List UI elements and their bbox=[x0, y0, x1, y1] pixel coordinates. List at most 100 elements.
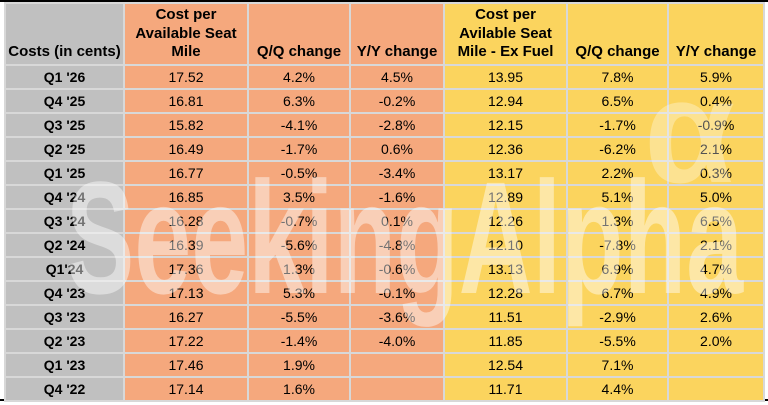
table-cell: 17.52 bbox=[123, 64, 249, 90]
table-row: Q2 '25 16.49 -1.7% 0.6% 12.36 -6.2% 2.1% bbox=[4, 136, 765, 162]
table-cell: -3.6% bbox=[349, 304, 445, 330]
table-row: Q4 '24 16.85 3.5% -1.6% 12.89 5.1% 5.0% bbox=[4, 184, 765, 210]
col-header-yy-change: Y/Y change bbox=[349, 2, 445, 66]
row-label: Q3 '24 bbox=[4, 208, 125, 234]
table-cell: -7.8% bbox=[566, 232, 669, 258]
table-cell: 1.3% bbox=[247, 256, 351, 282]
table-cell: 17.22 bbox=[123, 328, 249, 354]
table-cell: 6.7% bbox=[566, 280, 669, 306]
table-cell: 13.17 bbox=[443, 160, 568, 186]
row-label: Q4 '23 bbox=[4, 280, 125, 306]
table-cell: 11.71 bbox=[443, 376, 568, 402]
row-label: Q1'24 bbox=[4, 256, 125, 282]
table-cell: 4.4% bbox=[566, 376, 669, 402]
table-cell bbox=[667, 352, 765, 378]
table-cell: 7.8% bbox=[566, 64, 669, 90]
table-cell: -4.8% bbox=[349, 232, 445, 258]
table-cell: 6.5% bbox=[566, 88, 669, 114]
table-row: Q4 '23 17.13 5.3% -0.1% 12.28 6.7% 4.9% bbox=[4, 280, 765, 306]
col-header-casm-ex-fuel: Cost per Avilable Seat Mile - Ex Fuel bbox=[443, 2, 568, 66]
table-row: Q1'24 17.36 1.3% -0.6% 13.13 6.9% 4.7% bbox=[4, 256, 765, 282]
table-cell bbox=[349, 352, 445, 378]
table-cell: 4.9% bbox=[667, 280, 765, 306]
row-label: Q3 '25 bbox=[4, 112, 125, 138]
table-cell: 17.13 bbox=[123, 280, 249, 306]
table-cell: -5.6% bbox=[247, 232, 351, 258]
table-cell: 11.85 bbox=[443, 328, 568, 354]
table-cell: 6.9% bbox=[566, 256, 669, 282]
top-frame-line bbox=[0, 0, 768, 2]
table-cell: 2.6% bbox=[667, 304, 765, 330]
table-cell: 7.1% bbox=[566, 352, 669, 378]
table-cell: -0.6% bbox=[349, 256, 445, 282]
row-label: Q2 '24 bbox=[4, 232, 125, 258]
row-label: Q3 '23 bbox=[4, 304, 125, 330]
row-label: Q4 '24 bbox=[4, 184, 125, 210]
row-label: Q1 '26 bbox=[4, 64, 125, 90]
table-cell: -3.4% bbox=[349, 160, 445, 186]
table-row: Q1 '25 16.77 -0.5% -3.4% 13.17 2.2% 0.3% bbox=[4, 160, 765, 186]
row-label: Q4 '22 bbox=[4, 376, 125, 402]
table-cell: 16.49 bbox=[123, 136, 249, 162]
table-row: Q3 '25 15.82 -4.1% -2.8% 12.15 -1.7% -0.… bbox=[4, 112, 765, 138]
table-cell: 13.13 bbox=[443, 256, 568, 282]
table-cell: 0.4% bbox=[667, 88, 765, 114]
table-cell: 4.2% bbox=[247, 64, 351, 90]
corner-header: Costs (in cents) bbox=[4, 2, 125, 66]
table-cell: 4.5% bbox=[349, 64, 445, 90]
table-cell: 4.7% bbox=[667, 256, 765, 282]
table-row: Q4 '25 16.81 6.3% -0.2% 12.94 6.5% 0.4% bbox=[4, 88, 765, 114]
table-cell: -5.5% bbox=[566, 328, 669, 354]
table-cell: 16.27 bbox=[123, 304, 249, 330]
table-cell: 0.1% bbox=[349, 208, 445, 234]
table-cell: 12.10 bbox=[443, 232, 568, 258]
col-header-casm: Cost per Available Seat Mile bbox=[123, 2, 249, 66]
col-header-qq-change: Q/Q change bbox=[247, 2, 351, 66]
table-cell: -2.8% bbox=[349, 112, 445, 138]
table-cell: 5.1% bbox=[566, 184, 669, 210]
table-cell: -5.5% bbox=[247, 304, 351, 330]
table-cell: 17.46 bbox=[123, 352, 249, 378]
table-cell: 1.9% bbox=[247, 352, 351, 378]
table-cell: 11.51 bbox=[443, 304, 568, 330]
table-cell: -0.2% bbox=[349, 88, 445, 114]
table-cell: 6.3% bbox=[247, 88, 351, 114]
table-cell: -1.7% bbox=[566, 112, 669, 138]
table-cell bbox=[667, 376, 765, 402]
table-cell: 0.3% bbox=[667, 160, 765, 186]
table-cell: -6.2% bbox=[566, 136, 669, 162]
table-cell: 3.5% bbox=[247, 184, 351, 210]
table-cell: 2.1% bbox=[667, 136, 765, 162]
costs-table: Costs (in cents) Cost per Available Seat… bbox=[4, 2, 765, 402]
table-cell: -4.1% bbox=[247, 112, 351, 138]
table-cell: -0.9% bbox=[667, 112, 765, 138]
table-row: Q1 '23 17.46 1.9% 12.54 7.1% bbox=[4, 352, 765, 378]
table-cell: 2.0% bbox=[667, 328, 765, 354]
table-row: Q2 '24 16.39 -5.6% -4.8% 12.10 -7.8% 2.1… bbox=[4, 232, 765, 258]
table-cell: -4.0% bbox=[349, 328, 445, 354]
table-row: Q4 '22 17.14 1.6% 11.71 4.4% bbox=[4, 376, 765, 402]
table-cell: 1.6% bbox=[247, 376, 351, 402]
col-header-qq-change-ex: Q/Q change bbox=[566, 2, 669, 66]
table-cell: 12.26 bbox=[443, 208, 568, 234]
table-cell: -1.4% bbox=[247, 328, 351, 354]
table-cell: 17.14 bbox=[123, 376, 249, 402]
table-cell: 5.3% bbox=[247, 280, 351, 306]
table-cell: 5.9% bbox=[667, 64, 765, 90]
table-cell: -0.1% bbox=[349, 280, 445, 306]
table-cell: 0.6% bbox=[349, 136, 445, 162]
table-row: Q3 '24 16.28 -0.7% 0.1% 12.26 1.3% 6.5% bbox=[4, 208, 765, 234]
table-cell: -1.6% bbox=[349, 184, 445, 210]
table-cell: 12.28 bbox=[443, 280, 568, 306]
table-cell: 1.3% bbox=[566, 208, 669, 234]
row-label: Q1 '25 bbox=[4, 160, 125, 186]
table-cell: 12.54 bbox=[443, 352, 568, 378]
table-cell: 16.81 bbox=[123, 88, 249, 114]
table-cell: 12.15 bbox=[443, 112, 568, 138]
table-cell: -0.5% bbox=[247, 160, 351, 186]
row-label: Q1 '23 bbox=[4, 352, 125, 378]
table-cell: 15.82 bbox=[123, 112, 249, 138]
table-cell: 12.94 bbox=[443, 88, 568, 114]
table-cell: -2.9% bbox=[566, 304, 669, 330]
